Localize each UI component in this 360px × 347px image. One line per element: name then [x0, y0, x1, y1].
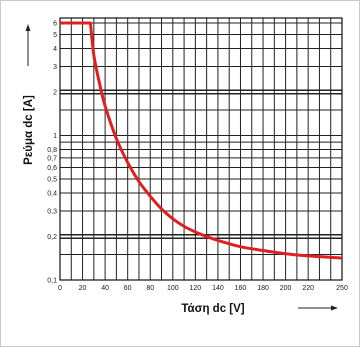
- x-axis-arrow: [298, 305, 338, 311]
- x-tick-label: 40: [101, 285, 109, 292]
- x-tick-label: 140: [212, 285, 224, 292]
- x-tick-label: 120: [190, 285, 202, 292]
- x-tick-label: 80: [146, 285, 154, 292]
- series-layer: [60, 21, 343, 260]
- x-tick-label: 100: [167, 285, 179, 292]
- grid-band-gap: [60, 235, 342, 238]
- y-tick-label: 4: [53, 46, 57, 53]
- x-tick-labels: 0 20 40 60 80 100 120 140 160 180 200 220 250: [58, 285, 348, 292]
- x-tick-label: 180: [257, 285, 269, 292]
- y-tick-label: 5: [53, 32, 57, 39]
- y-tick-labels: 0,1 0,2 0,3 0,4 0,5 0,6 0,70,8 1 2 3 4 5 6: [47, 21, 57, 285]
- plot-border: [59, 17, 343, 281]
- x-tick-label: 60: [124, 285, 132, 292]
- x-tick-label: 0: [58, 285, 62, 292]
- x-tick-label: 250: [336, 285, 348, 292]
- series-line: [60, 21, 343, 260]
- y-tick-label: 0,5: [47, 176, 57, 183]
- y-tick-label: 0,2: [47, 234, 57, 241]
- y-axis-arrow: [25, 24, 31, 66]
- y-tick-label: 3: [53, 64, 57, 71]
- x-tick-label: 160: [235, 285, 247, 292]
- y-tick-label: 1: [53, 133, 57, 140]
- y-tick-label: 0,1: [47, 278, 57, 285]
- x-axis-label: Τάση dc [V]: [181, 303, 244, 315]
- x-tick-label: 220: [302, 285, 314, 292]
- y-tick-label: 6: [53, 21, 57, 28]
- y-axis-label: Ρεύμα dc [A]: [23, 95, 35, 165]
- grid: [59, 17, 343, 281]
- y-tick-label: 2: [53, 89, 57, 96]
- y-tick-label: 0,3: [47, 209, 57, 216]
- y-tick-label: 0,4: [47, 190, 57, 197]
- y-tick-label: 0,6: [47, 165, 57, 172]
- y-tick-label: 0,8: [47, 147, 57, 154]
- x-tick-label: 200: [280, 285, 292, 292]
- y-tick-label: 0,7: [47, 155, 57, 162]
- grid-band-gap: [60, 90, 342, 93]
- x-tick-label: 20: [79, 285, 87, 292]
